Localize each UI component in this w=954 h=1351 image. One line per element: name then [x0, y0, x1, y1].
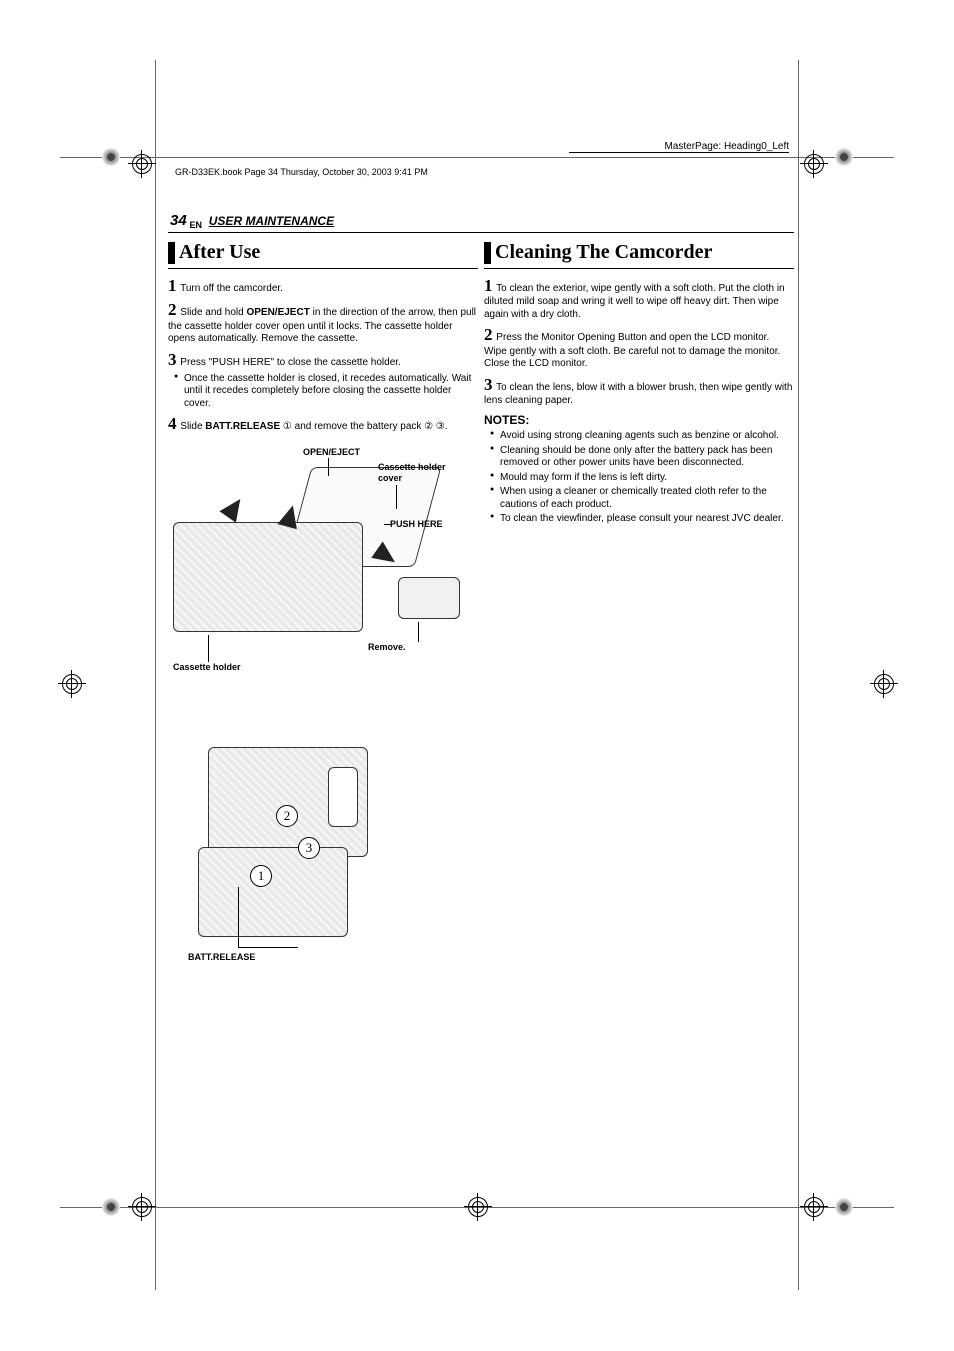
- corner-dot-icon: [102, 1198, 120, 1216]
- corner-dot-icon: [835, 148, 853, 166]
- circled-1: 1: [250, 865, 272, 887]
- rstep-1: 1 To clean the exterior, wipe gently wit…: [484, 275, 794, 321]
- step-num: 4: [168, 414, 177, 433]
- crop-left: [155, 60, 156, 1290]
- notes-list: Avoid using strong cleaning agents such …: [484, 430, 794, 526]
- note-item: To clean the viewfinder, please consult …: [492, 513, 794, 526]
- label-batt-release: BATT.RELEASE: [188, 952, 255, 963]
- header-rule: [168, 232, 794, 233]
- note-item: Mould may form if the lens is left dirty…: [492, 472, 794, 485]
- step-num: 2: [484, 325, 493, 344]
- step-3: 3 Press "PUSH HERE" to close the cassett…: [168, 349, 478, 370]
- heading-cleaning: Cleaning The Camcorder: [484, 240, 794, 269]
- step-num: 2: [168, 300, 177, 319]
- heading-bar-icon: [484, 242, 491, 264]
- circled-2: 2: [276, 805, 298, 827]
- heading-text-left: After Use: [179, 240, 260, 265]
- note-item: Cleaning should be done only after the b…: [492, 445, 794, 470]
- page-number: 34: [170, 212, 187, 229]
- heading-bar-icon: [168, 242, 175, 264]
- step-num: 3: [484, 375, 493, 394]
- d2-grip: [198, 847, 348, 937]
- arrow-icon: [219, 493, 248, 522]
- lead-line: [396, 485, 397, 509]
- reg-mark-icon: [58, 670, 86, 698]
- diagram-battery: 2 3 1 BATT.RELEASE: [168, 727, 468, 987]
- bookline: GR-D33EK.book Page 34 Thursday, October …: [175, 167, 428, 177]
- rstep-2: 2 Press the Monitor Opening Button and o…: [484, 324, 794, 370]
- reg-mark-icon: [800, 150, 828, 178]
- corner-dot-icon: [835, 1198, 853, 1216]
- page-lang: EN: [189, 220, 202, 230]
- step-num: 1: [168, 276, 177, 295]
- step-num: 1: [484, 276, 493, 295]
- rstep-3: 3 To clean the lens, blow it with a blow…: [484, 374, 794, 408]
- step-1: 1 Turn off the camcorder.: [168, 275, 478, 296]
- corner-dot-icon: [102, 148, 120, 166]
- notes-heading: NOTES:: [484, 413, 794, 428]
- reg-mark-icon: [128, 150, 156, 178]
- label-push-here: PUSH HERE: [390, 519, 443, 530]
- heading-text-right: Cleaning The Camcorder: [495, 240, 712, 265]
- step-body: To clean the lens, blow it with a blower…: [484, 382, 792, 406]
- lead-line: [208, 635, 209, 662]
- label-open-eject: OPEN/EJECT: [303, 447, 360, 458]
- note-item: Avoid using strong cleaning agents such …: [492, 430, 794, 443]
- circled-3: 3: [298, 837, 320, 859]
- label-remove: Remove.: [368, 642, 406, 653]
- reg-mark-icon: [464, 1193, 492, 1221]
- d1-body: [173, 522, 363, 632]
- lead-line: [418, 622, 419, 642]
- step-body: Slide BATT.RELEASE ① and remove the batt…: [180, 421, 447, 432]
- step-body: To clean the exterior, wipe gently with …: [484, 283, 785, 320]
- lead-line: [328, 458, 329, 476]
- note-item: When using a cleaner or chemically treat…: [492, 486, 794, 511]
- lead-line: [384, 524, 392, 525]
- d1-cassette: [398, 577, 460, 619]
- d2-battery: [328, 767, 358, 827]
- crop-top: [60, 157, 894, 158]
- reg-mark-icon: [128, 1193, 156, 1221]
- crop-right: [798, 60, 799, 1290]
- column-left: After Use 1 Turn off the camcorder. 2 Sl…: [168, 240, 478, 987]
- booktag-rule: [569, 152, 789, 153]
- section-title: USER MAINTENANCE: [209, 214, 334, 228]
- reg-mark-icon: [800, 1193, 828, 1221]
- lead-line: [238, 887, 239, 947]
- label-holder: Cassette holder: [173, 662, 241, 673]
- reg-mark-icon: [870, 670, 898, 698]
- diagram-cassette: OPEN/EJECT Cassette holder cover PUSH HE…: [168, 447, 468, 687]
- label-cover: Cassette holder cover: [378, 462, 468, 485]
- step-body: Press the Monitor Opening Button and ope…: [484, 332, 780, 369]
- bullet-item: Once the cassette holder is closed, it r…: [176, 373, 478, 411]
- heading-after-use: After Use: [168, 240, 478, 269]
- sub-bullets: Once the cassette holder is closed, it r…: [168, 373, 478, 411]
- step-body: Press "PUSH HERE" to close the cassette …: [180, 357, 401, 368]
- step-4: 4 Slide BATT.RELEASE ① and remove the ba…: [168, 413, 478, 434]
- page-header: 34 EN USER MAINTENANCE: [170, 212, 470, 230]
- step-body: Slide and hold OPEN/EJECT in the directi…: [168, 307, 476, 344]
- masterpage-label: MasterPage: Heading0_Left: [664, 141, 789, 152]
- column-right: Cleaning The Camcorder 1 To clean the ex…: [484, 240, 794, 528]
- lead-line: [238, 947, 298, 948]
- step-2: 2 Slide and hold OPEN/EJECT in the direc…: [168, 299, 478, 345]
- step-body: Turn off the camcorder.: [180, 283, 283, 294]
- step-num: 3: [168, 350, 177, 369]
